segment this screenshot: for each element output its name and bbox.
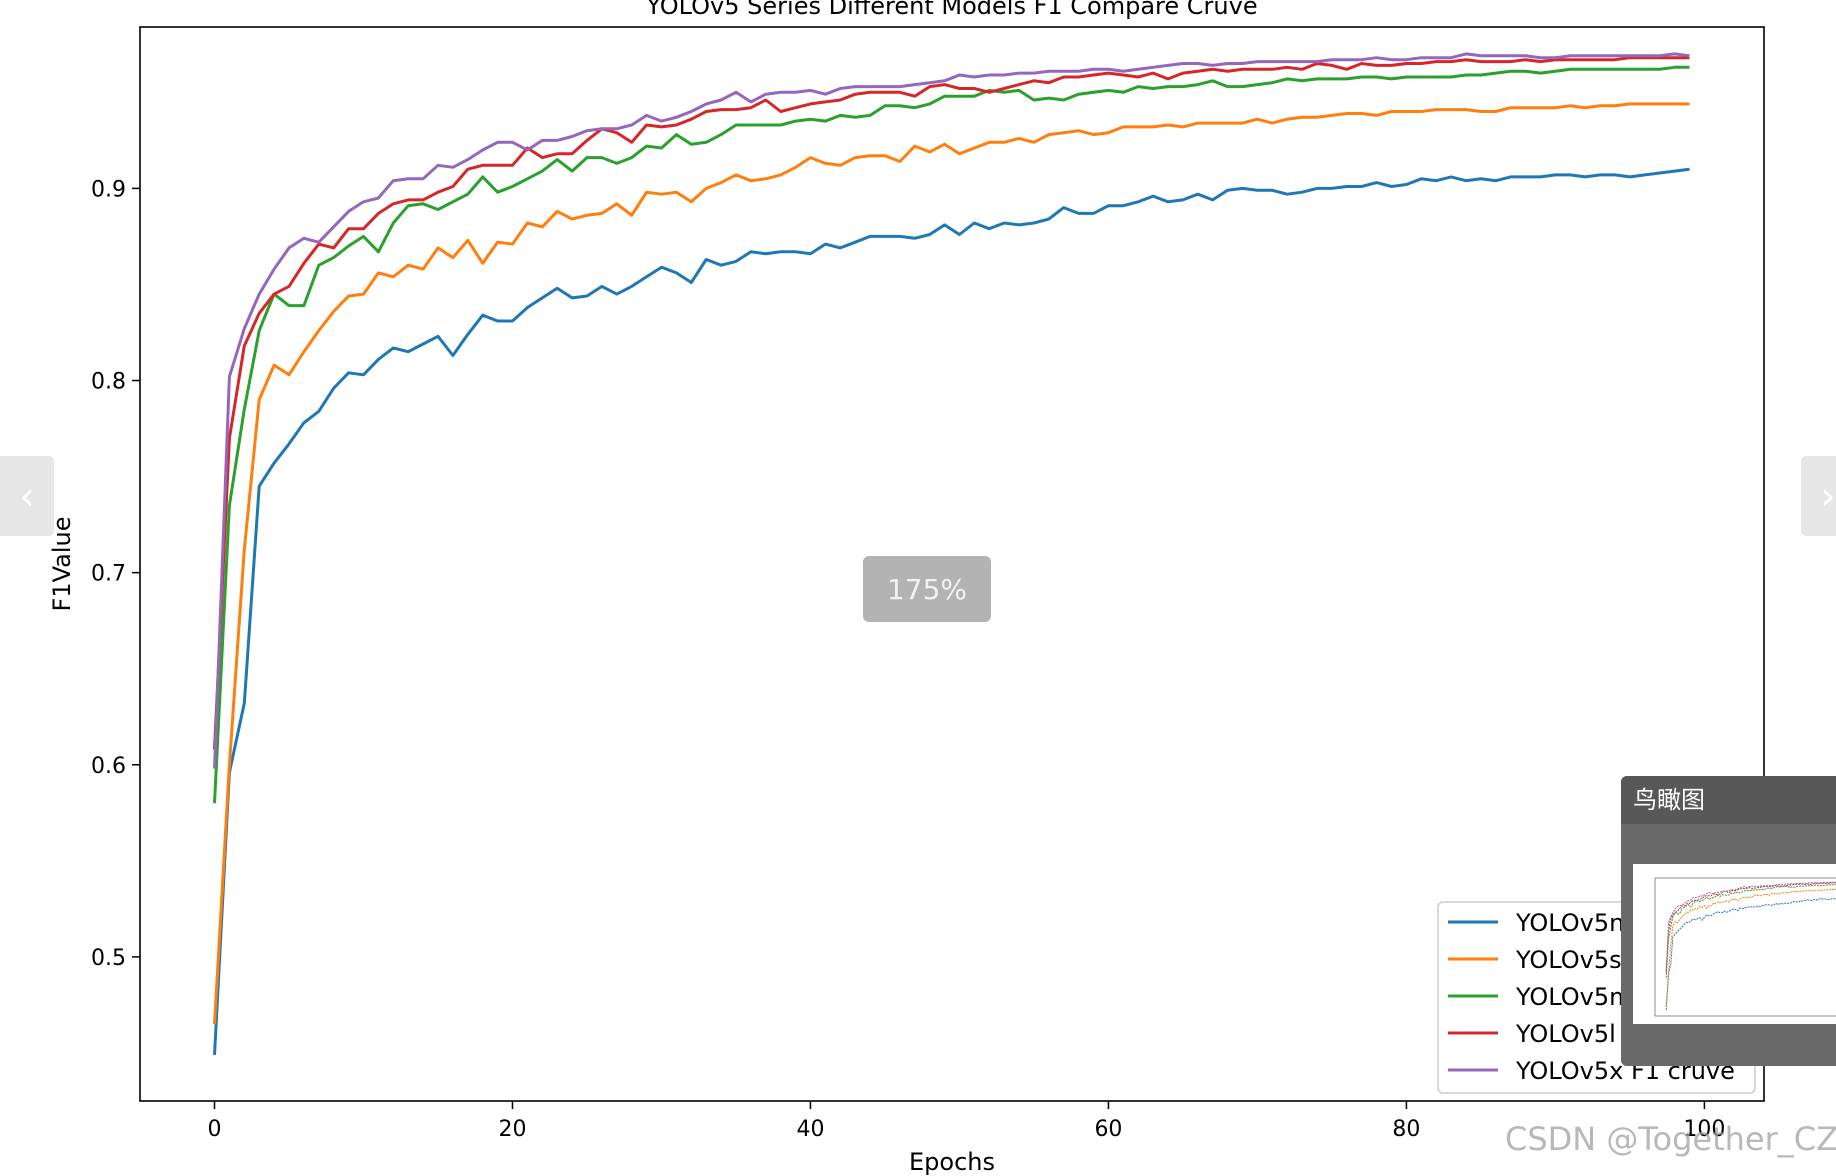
zoom-level-indicator: 175% <box>863 556 991 622</box>
x-axis-label: Epochs <box>909 1148 995 1176</box>
birdseye-title: 鸟瞰图 <box>1621 776 1836 824</box>
series-line-3 <box>213 65 1690 804</box>
series-line-2 <box>213 102 1690 1025</box>
mini-series-line-2 <box>1665 888 1836 1007</box>
mini-plot-frame <box>1654 877 1836 1017</box>
plot-area-frame <box>139 26 1765 1102</box>
x-tick-label: 40 <box>796 1117 824 1142</box>
chart-title: YOLOv5 Series Different Models F1 Compar… <box>645 0 1257 20</box>
y-tick-label: 0.6 <box>91 754 126 779</box>
mini-series-line-3 <box>1665 884 1836 978</box>
birdseye-mini-chart <box>1654 877 1836 1017</box>
mini-series-line-5 <box>1665 881 1836 974</box>
chevron-right-icon: › <box>1820 474 1836 518</box>
birdseye-thumbnail[interactable] <box>1633 864 1836 1024</box>
mini-series-line-4 <box>1665 882 1836 971</box>
x-tick-label: 20 <box>498 1117 526 1142</box>
previous-image-button[interactable]: ‹ <box>0 456 54 536</box>
chevron-left-icon: ‹ <box>19 474 35 518</box>
y-tick-label: 0.9 <box>91 177 126 202</box>
x-tick-label: 0 <box>207 1117 221 1142</box>
watermark: CSDN @Together_CZ <box>1505 1120 1836 1158</box>
series-line-1 <box>213 167 1690 1055</box>
next-image-button[interactable]: › <box>1801 456 1836 536</box>
x-tick-label: 80 <box>1392 1117 1420 1142</box>
series-line-5 <box>213 52 1690 769</box>
series-line-4 <box>213 56 1690 750</box>
x-tick-label: 100 <box>1683 1117 1725 1142</box>
mini-series-line-1 <box>1665 898 1836 1011</box>
y-tick-label: 0.5 <box>91 946 126 971</box>
y-tick-label: 0.8 <box>91 370 126 395</box>
birdseye-panel[interactable]: 鸟瞰图 <box>1621 776 1836 1066</box>
x-tick-label: 60 <box>1094 1117 1122 1142</box>
y-tick-label: 0.7 <box>91 562 126 587</box>
